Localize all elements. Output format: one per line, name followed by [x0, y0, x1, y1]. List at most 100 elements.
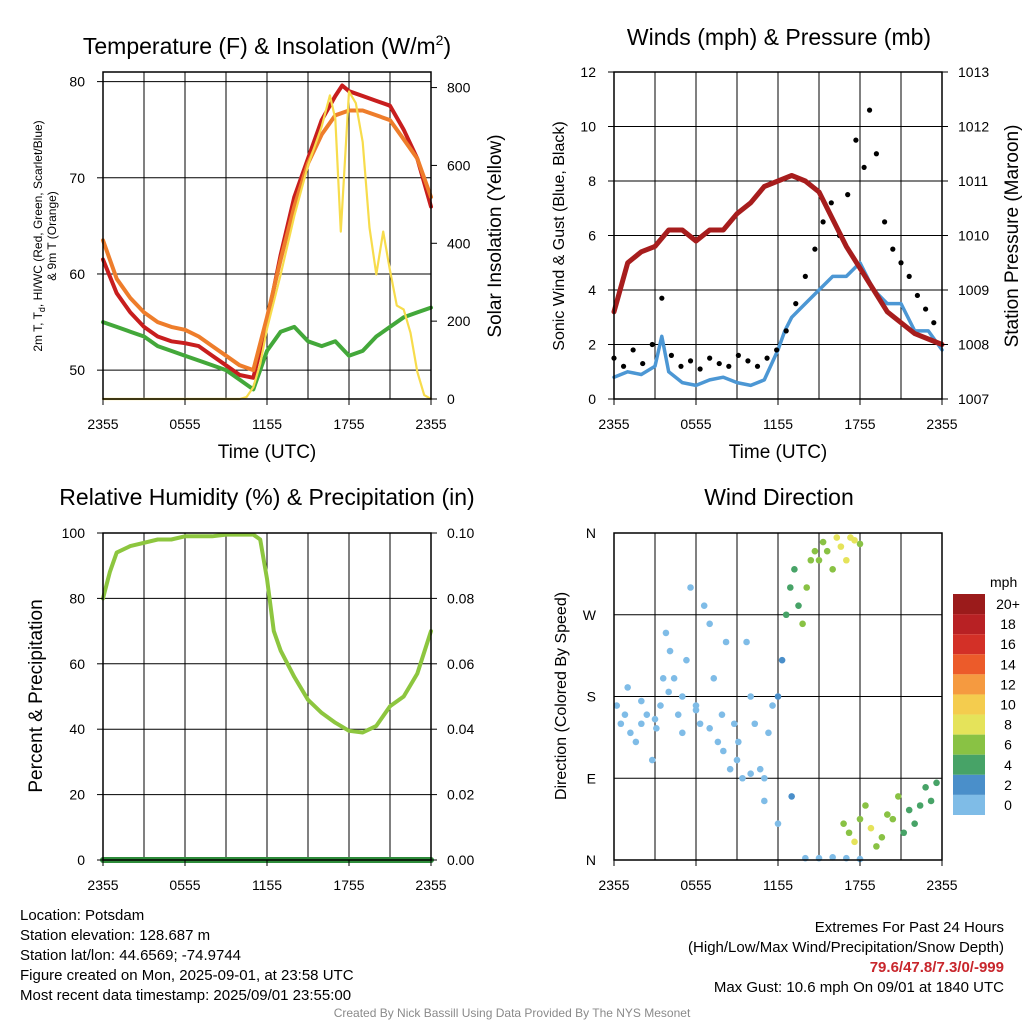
y-tick-label: 80: [69, 590, 85, 606]
gust-point: [783, 328, 789, 334]
wind-panel-title: Winds (mph) & Pressure (mb): [627, 24, 931, 50]
colorbar-label: 12: [1000, 676, 1016, 692]
y-tick-label: 4: [588, 282, 596, 298]
colorbar-label: 0: [1004, 797, 1012, 813]
temp-left-axis-label: 2m T, Td, HI/WC (Red, Green, Scarlet/Blu…: [31, 120, 47, 351]
direction-point: [621, 711, 629, 718]
direction-point: [823, 547, 831, 555]
x-tick-label: 2355: [87, 877, 118, 893]
y2-tick-label: 1010: [958, 228, 989, 244]
y2-tick-label: 0.00: [447, 852, 474, 868]
wind-axes: 2355 0555 1155 1755 235502468101210071008100…: [580, 64, 989, 432]
station-info-block: Location: Potsdam Station elevation: 128…: [20, 906, 500, 1006]
y-tick-label: 0: [77, 852, 85, 868]
colorbar-swatch: [953, 694, 985, 715]
temp-title-superscript: 2: [436, 32, 444, 48]
direction-point: [638, 697, 645, 705]
y-tick-label: 50: [69, 362, 85, 378]
y-tick-label: 6: [588, 228, 596, 244]
colorbar-swatch: [953, 614, 985, 635]
direction-point: [687, 584, 694, 591]
direction-point: [624, 684, 631, 691]
y2-tick-label: 1013: [958, 64, 989, 80]
direction-point: [856, 815, 864, 823]
rh-line: [101, 532, 433, 735]
direction-point: [894, 793, 902, 800]
direction-point: [851, 838, 858, 846]
direction-point: [613, 702, 621, 709]
gust-point: [923, 306, 929, 312]
credit-line: Created By Nick Bassill Using Data Provi…: [333, 1006, 691, 1020]
pressure-line: [611, 173, 945, 347]
direction-point: [733, 756, 741, 764]
direction-point: [815, 556, 823, 564]
direction-point: [665, 688, 672, 696]
extremes-heading: Extremes For Past 24 Hours: [814, 919, 1004, 936]
direction-point: [782, 611, 790, 619]
direction-point: [730, 720, 738, 728]
colorbar-label: 16: [1000, 636, 1016, 652]
direction-point: [714, 738, 722, 746]
direction-point: [889, 815, 897, 823]
direction-point: [799, 620, 806, 628]
gust-point: [774, 347, 780, 353]
colorbar-label: 18: [1000, 616, 1016, 632]
direction-point: [884, 811, 891, 818]
direction-point: [819, 538, 827, 546]
dir-panel-title: Wind Direction: [704, 484, 854, 510]
colorbar-swatch: [953, 654, 985, 675]
direction-point: [747, 693, 754, 700]
direction-point: [706, 620, 713, 628]
y-tick-label: 80: [69, 74, 85, 90]
direction-point: [674, 711, 682, 718]
gust-point: [820, 219, 826, 225]
td-line: [101, 305, 433, 392]
x-tick-label: 2355: [598, 877, 629, 893]
direction-point: [679, 693, 686, 700]
direction-point: [900, 829, 908, 837]
direction-point: [916, 802, 924, 809]
gust-point: [640, 360, 646, 367]
direction-point: [774, 693, 782, 700]
direction-point: [837, 543, 845, 550]
direction-point: [617, 720, 625, 728]
x-tick-label: 1755: [844, 877, 875, 893]
direction-point: [718, 711, 726, 718]
gust-point: [812, 246, 818, 252]
direction-point: [700, 602, 708, 609]
colorbar-label: 2: [1004, 777, 1012, 793]
direction-point: [692, 706, 700, 714]
direction-point: [862, 802, 869, 809]
temp-x-axis-label: Time (UTC): [218, 442, 317, 463]
colorbar-swatch: [953, 594, 985, 615]
direction-point: [657, 702, 664, 709]
direction-point: [751, 720, 759, 728]
x-tick-label: 2355: [598, 416, 629, 432]
direction-point: [933, 779, 940, 787]
gust-point: [697, 366, 703, 372]
x-tick-label: 1155: [763, 416, 793, 432]
direction-point: [867, 824, 875, 832]
wind-pressure-panel: Winds (mph) & Pressure (mb) 2355 0555 1155…: [551, 24, 1023, 463]
direction-point: [843, 556, 850, 564]
gust-point: [754, 363, 761, 369]
gust-point: [678, 363, 684, 369]
temp-right-axis-label: Solar Insolation (Yellow): [485, 134, 506, 337]
direction-point: [761, 797, 768, 805]
colorbar-swatch: [953, 714, 985, 735]
x-tick-label: 1755: [333, 416, 364, 432]
y-tick-label: 20: [69, 787, 85, 803]
y2-tick-label: 1009: [958, 282, 989, 298]
y-tick-label: S: [587, 689, 596, 705]
gust-point: [668, 352, 675, 358]
gust-point: [898, 260, 904, 266]
y-tick-label: 8: [588, 173, 596, 189]
direction-point: [778, 656, 786, 664]
y2-tick-label: 400: [447, 235, 471, 251]
gust-point: [866, 107, 873, 113]
extremes-legend: (High/Low/Max Wind/Precipitation/Snow De…: [688, 939, 1004, 956]
gust-point: [914, 292, 921, 299]
y2-tick-label: 1007: [958, 391, 989, 407]
colorbar-label: 20+: [996, 596, 1020, 612]
gust-point: [890, 246, 896, 252]
